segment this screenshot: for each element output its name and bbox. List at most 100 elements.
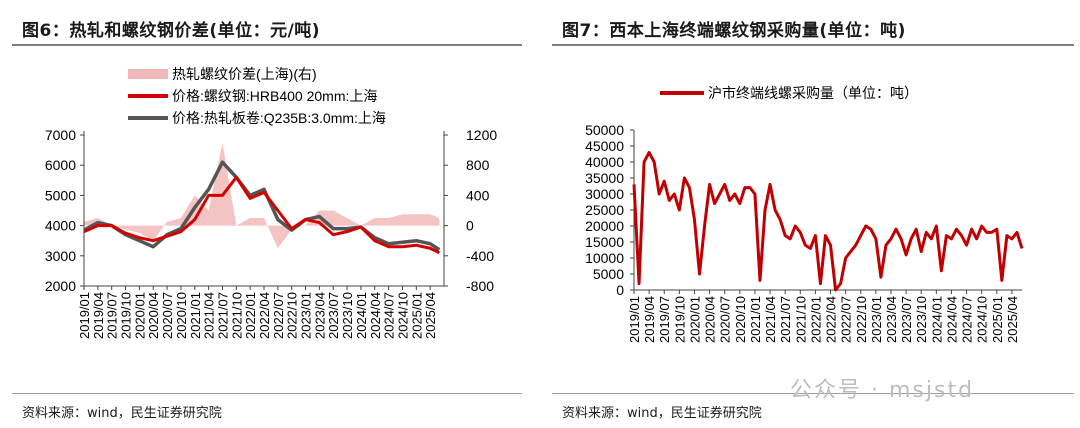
x-tick-label: 2024/10: [395, 292, 410, 339]
right-plot-area: 0500010000150002000025000300003500040000…: [585, 122, 1024, 343]
left-ytick-label: 3000: [45, 248, 76, 264]
legend-label-purchase: 沪市终端线螺采购量（单位：吨）: [708, 85, 918, 101]
left-chart-panel: 图6：热轧和螺纹钢价差(单位：元/吨) 热轧螺纹价差(上海)(右) 价格:螺纹钢…: [0, 0, 528, 428]
ytick-label: 5000: [593, 266, 624, 282]
x-tick-label: 2020/07: [718, 296, 733, 343]
x-tick-label: 2022/04: [257, 292, 272, 339]
ytick-label: 50000: [585, 122, 624, 138]
left-source-note: 资料来源：wind，民生证券研究院: [22, 406, 222, 421]
x-tick-label: 2024/01: [929, 296, 944, 343]
left-source-rule: [12, 393, 522, 394]
right-legend: 沪市终端线螺采购量（单位：吨）: [660, 85, 918, 101]
x-tick-label: 2019/01: [77, 292, 92, 339]
x-tick-label: 2022/04: [824, 296, 839, 343]
x-tick-label: 2019/04: [642, 296, 657, 343]
series-line-purchase: [632, 150, 1024, 292]
x-tick-label: 2024/04: [368, 292, 383, 339]
x-tick-label: 2020/01: [132, 292, 147, 339]
left-legend: 热轧螺纹价差(上海)(右) 价格:螺纹钢:HRB400 20mm:上海 价格:热…: [128, 66, 386, 126]
right-ytick-label: 1200: [466, 127, 497, 143]
series-line-rebar: [83, 175, 441, 255]
legend-label-hotroll: 价格:热轧板卷:Q235B:3.0mm:上海: [172, 110, 386, 126]
x-tick-label: 2021/10: [793, 296, 808, 343]
watermark: 公众号 · msjstd: [790, 378, 975, 403]
ytick-label: 40000: [585, 154, 624, 170]
x-tick-label: 2022/10: [854, 296, 869, 343]
right-source-note: 资料来源：wind，民生证券研究院: [562, 406, 762, 421]
right-ytick-label: -800: [466, 278, 494, 294]
right-ytick-label: -400: [466, 248, 494, 264]
x-tick-label: 2024/04: [944, 296, 959, 343]
x-tick-label: 2023/04: [312, 292, 327, 339]
x-tick-label: 2023/01: [299, 292, 314, 339]
x-tick-label: 2021/07: [778, 296, 793, 343]
series-area-spread: [84, 142, 440, 249]
x-tick-label: 2021/07: [215, 292, 230, 339]
x-tick-label: 2021/04: [202, 292, 217, 339]
left-ytick-label: 7000: [45, 127, 76, 143]
x-tick-label: 2021/01: [748, 296, 763, 343]
x-tick-label: 2024/10: [975, 296, 990, 343]
left-ytick-label: 4000: [45, 218, 76, 234]
ytick-label: 25000: [585, 202, 624, 218]
x-tick-label: 2019/01: [627, 296, 642, 343]
right-chart-title: 图7：西本上海终端螺纹钢采购量(单位：吨): [562, 21, 906, 41]
x-tick-label: 2023/07: [899, 296, 914, 343]
x-tick-label: 2022/10: [285, 292, 300, 339]
left-chart: 热轧螺纹价差(上海)(右) 价格:螺纹钢:HRB400 20mm:上海 价格:热…: [45, 66, 498, 339]
ytick-label: 30000: [585, 186, 624, 202]
x-tick-label: 2024/01: [354, 292, 369, 339]
x-tick-label: 2020/04: [703, 296, 718, 343]
x-tick-label: 2025/01: [990, 296, 1005, 343]
x-tick-label: 2019/07: [105, 292, 120, 339]
right-ytick-label: 0: [466, 218, 474, 234]
right-title-rule: [552, 44, 1074, 46]
x-tick-label: 2022/01: [243, 292, 258, 339]
right-ytick-label: 400: [466, 187, 490, 203]
left-ytick-label: 5000: [45, 187, 76, 203]
left-plot-area: 2000 3000 4000 5000 6000 7000 -800 -400 0 400 800 1…: [45, 127, 498, 339]
ytick-label: 20000: [585, 218, 624, 234]
x-tick-label: 2019/10: [672, 296, 687, 343]
legend-label-spread: 热轧螺纹价差(上海)(右): [172, 66, 317, 82]
x-tick-label: 2020/04: [146, 292, 161, 339]
x-tick-label: 2020/07: [160, 292, 175, 339]
legend-swatch-spread: [128, 69, 168, 79]
left-title-rule: [12, 44, 522, 46]
ytick-label: 15000: [585, 234, 624, 250]
x-tick-label: 2020/10: [174, 292, 189, 339]
ytick-label: 10000: [585, 250, 624, 266]
left-ytick-label: 6000: [45, 157, 76, 173]
x-tick-label: 2021/01: [188, 292, 203, 339]
right-source-rule: [552, 393, 1074, 394]
right-chart: 沪市终端线螺采购量（单位：吨） 050001000015000200002500…: [585, 85, 1024, 343]
x-tick-label: 2022/01: [808, 296, 823, 343]
legend-label-rebar: 价格:螺纹钢:HRB400 20mm:上海: [172, 88, 377, 104]
x-tick-label: 2019/10: [119, 292, 134, 339]
ytick-label: 45000: [585, 138, 624, 154]
x-tick-label: 2025/01: [409, 292, 424, 339]
right-ytick-label: 800: [466, 157, 490, 173]
x-tick-label: 2023/01: [869, 296, 884, 343]
ytick-label: 0: [616, 282, 624, 298]
x-tick-label: 2023/04: [884, 296, 899, 343]
series-line-hotroll: [83, 160, 441, 252]
x-tick-label: 2020/10: [733, 296, 748, 343]
x-tick-label: 2022/07: [271, 292, 286, 339]
x-tick-label: 2025/04: [423, 292, 438, 339]
x-tick-label: 2019/07: [657, 296, 672, 343]
x-tick-label: 2021/04: [763, 296, 778, 343]
left-chart-title: 图6：热轧和螺纹钢价差(单位：元/吨): [22, 21, 321, 41]
x-tick-label: 2024/07: [960, 296, 975, 343]
x-tick-label: 2024/07: [382, 292, 397, 339]
x-tick-label: 2020/01: [687, 296, 702, 343]
x-tick-label: 2021/10: [229, 292, 244, 339]
x-tick-label: 2019/04: [91, 292, 106, 339]
x-tick-label: 2022/07: [839, 296, 854, 343]
x-tick-label: 2025/04: [1005, 296, 1020, 343]
x-tick-label: 2023/10: [914, 296, 929, 343]
ytick-label: 35000: [585, 170, 624, 186]
x-tick-label: 2023/07: [326, 292, 341, 339]
x-tick-label: 2023/10: [340, 292, 355, 339]
